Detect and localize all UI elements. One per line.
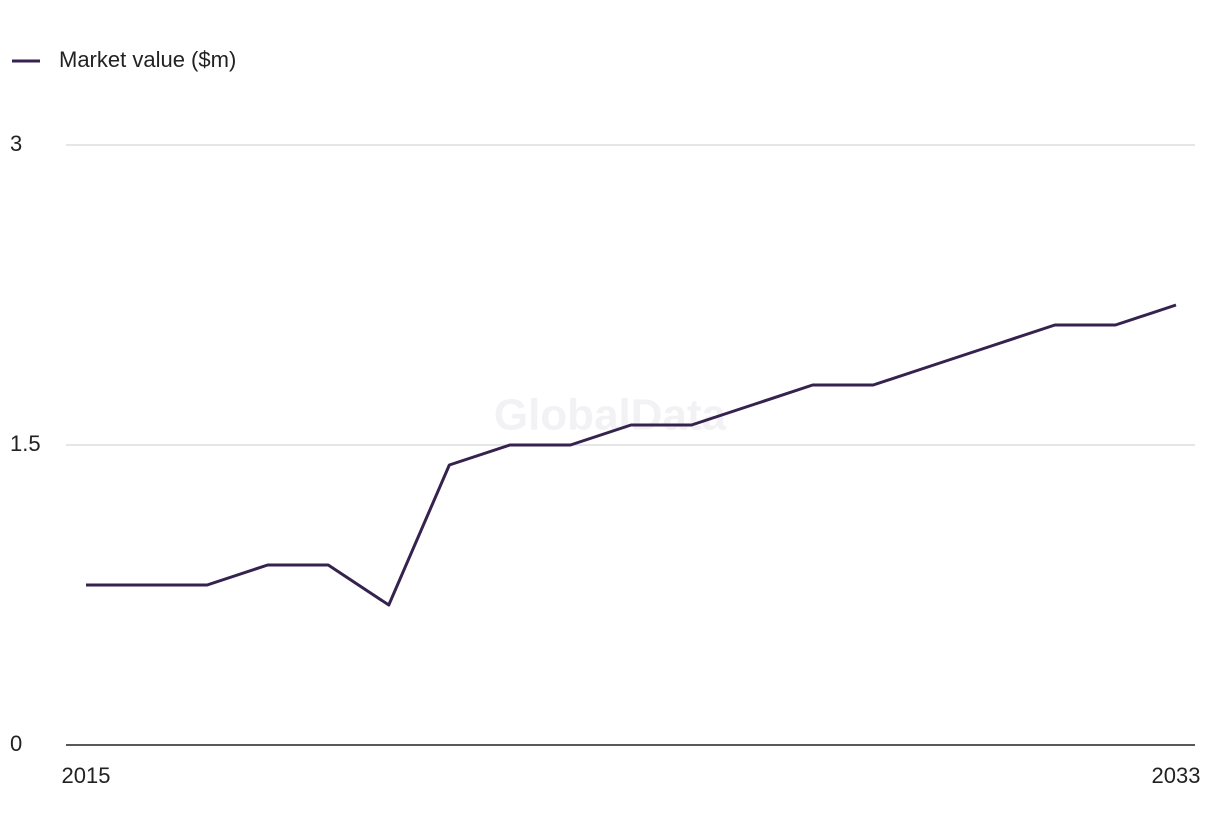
x-tick-label: 2033: [1152, 763, 1201, 788]
y-tick-label: 0: [10, 731, 22, 756]
legend-label: Market value ($m): [59, 47, 236, 72]
y-tick-label: 3: [10, 131, 22, 156]
y-tick-label: 1.5: [10, 431, 41, 456]
x-tick-label: 2015: [62, 763, 111, 788]
series-line: [86, 303, 1177, 607]
